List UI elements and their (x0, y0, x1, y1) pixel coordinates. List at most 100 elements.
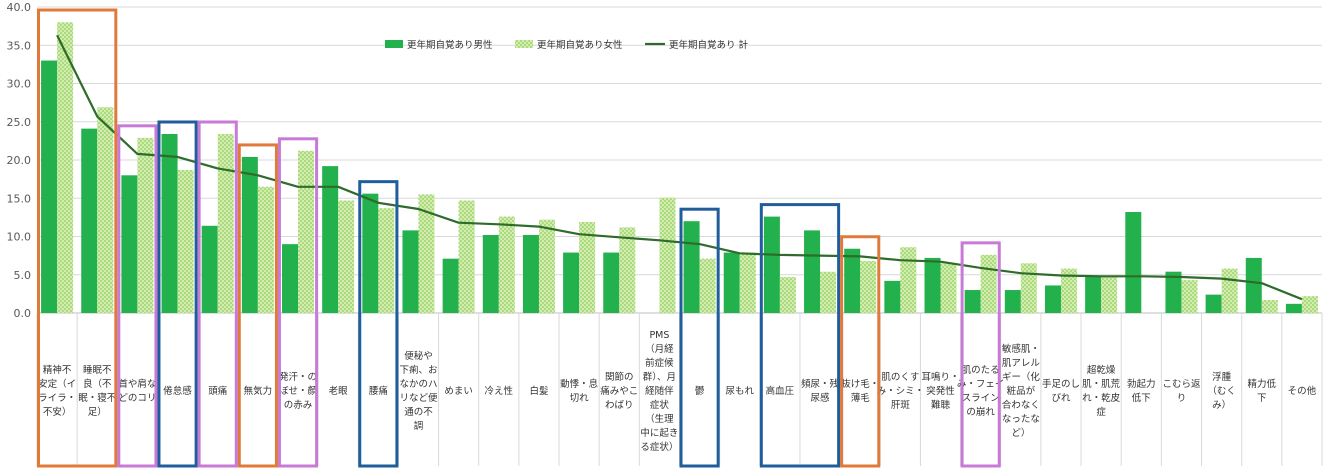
y-tick-label: 30.0 (7, 78, 32, 91)
x-category-label: 白髪 (529, 385, 549, 397)
bar-female (1261, 299, 1278, 313)
bar-male (482, 234, 499, 313)
bar-female (97, 107, 114, 313)
x-category-label-line: 精力低 (1248, 378, 1277, 390)
x-category-label-line: PMS (649, 330, 669, 341)
x-category-label-line: 尿感 (811, 392, 831, 404)
x-category-label-line: スライン (962, 393, 1000, 404)
x-category-label-line: 無気力 (244, 385, 273, 397)
x-category-label-line: 敏感肌・ (1002, 343, 1040, 355)
x-category-label-line: どのコリ (118, 393, 156, 404)
x-category-label-line: 合わなく (1002, 399, 1040, 411)
y-tick-label: 25.0 (7, 116, 32, 129)
x-category-label-line: 肝斑 (891, 399, 911, 411)
bar-male (241, 156, 258, 313)
x-category-label-line: 調 (414, 420, 424, 432)
bar-female (619, 227, 636, 313)
bar-male (161, 133, 178, 313)
x-category-label-line: なかのハ (399, 379, 437, 390)
legend-label-female: 更年期自覚あり女性 (537, 39, 623, 51)
x-category-label-line: 抜け毛・ (841, 378, 879, 390)
x-category-label-line: 眠・寝不 (78, 392, 117, 404)
x-category-label-line: 粧品が (1007, 385, 1036, 397)
bar-male (81, 128, 98, 313)
bar-female (418, 194, 435, 313)
bar-female (498, 216, 515, 313)
x-category-label-line: 白髪 (529, 385, 549, 397)
highlight-box-blue (679, 207, 720, 468)
bar-male (924, 257, 941, 313)
x-category-label-line: の赤み (284, 400, 313, 411)
x-category-label-line: 症 (1096, 406, 1106, 418)
y-axis-tick-labels: 0.0 5.0 10.0 15.0 20.0 25.0 30.0 35.0 40.0 (7, 1, 32, 320)
bar-male (683, 221, 700, 313)
bar-male (1285, 303, 1302, 313)
x-category-label-line: 薄毛 (851, 392, 871, 404)
x-category-label-line: み・フェイ (957, 379, 1005, 390)
bar-female (338, 200, 355, 313)
x-category-label-line: ライラ・ (38, 393, 76, 404)
bars (41, 22, 1318, 314)
highlight-box-purple (960, 241, 1001, 468)
bar-male (563, 252, 580, 313)
x-category-label: 鬱 (695, 385, 705, 397)
x-category-label-line: （月経 (645, 343, 674, 355)
x-category-label: 腰痛 (369, 385, 389, 397)
x-category-label-line: 肌のたる (962, 365, 1000, 376)
x-category-label-line: ぼせ・顔 (279, 385, 318, 397)
bar-female (940, 263, 957, 313)
x-category-label-line: 手足のし (1042, 378, 1080, 390)
x-category-label-line: 前症候 (645, 357, 674, 369)
bar-female (860, 260, 877, 313)
y-tick-label: 40.0 (7, 1, 32, 14)
highlight-boxes (37, 8, 1001, 468)
bar-male (804, 230, 821, 313)
x-category-label-line: 精神不 (43, 364, 72, 376)
x-category-label-line: ど） (1011, 427, 1030, 439)
x-category-label-line: 不安） (43, 406, 72, 418)
y-tick-label: 20.0 (7, 154, 32, 167)
legend: 更年期自覚あり男性 更年期自覚あり女性 更年期自覚あり 計 (385, 39, 749, 51)
bar-male (1044, 285, 1061, 313)
highlight-box-orange (840, 235, 881, 468)
y-tick-label: 5.0 (14, 269, 32, 282)
bar-female (298, 150, 315, 313)
x-category-label-line: 肌・肌荒 (1082, 379, 1121, 390)
x-category-label-line: 睡眠不 (83, 364, 112, 376)
x-category-label-line: 便秘や (404, 350, 433, 362)
x-category-label-line: 切れ (570, 393, 590, 404)
x-category-label-line: その他 (1288, 385, 1317, 397)
bar-female (579, 221, 596, 313)
x-category-label-line: 通の不 (404, 407, 433, 418)
highlight-box-orange (37, 8, 118, 468)
bar-female (57, 22, 74, 314)
bar-female (820, 271, 837, 313)
x-category-label-line: 下 (1257, 393, 1267, 404)
x-category-label-line: 勃起力 (1127, 378, 1156, 390)
x-category-label-line: 中に起き (640, 427, 678, 439)
x-category-label-line: 群）、月 (643, 371, 676, 383)
x-category-label-line: 安定（イ (38, 378, 76, 390)
x-category-label-line: 肌アレル (1002, 358, 1041, 369)
bar-female (1221, 268, 1238, 313)
x-category-label: 倦怠感 (163, 385, 192, 397)
bar-male (1165, 271, 1182, 313)
bar-male (522, 234, 539, 313)
x-category-label: 抜け毛・薄毛 (841, 378, 879, 404)
x-category-label-line: 冷え性 (485, 385, 514, 397)
x-category-label-line: リなど便 (399, 392, 438, 404)
legend-label-male: 更年期自覚あり男性 (407, 39, 493, 51)
x-category-label-line: 難聴 (931, 399, 951, 411)
bar-female (137, 137, 154, 313)
x-category-label-line: 首や肩な (118, 378, 156, 390)
x-category-label-line: 動悸・息 (560, 378, 598, 390)
x-category-label-line: 関節の (605, 371, 634, 383)
bar-male (201, 225, 218, 313)
